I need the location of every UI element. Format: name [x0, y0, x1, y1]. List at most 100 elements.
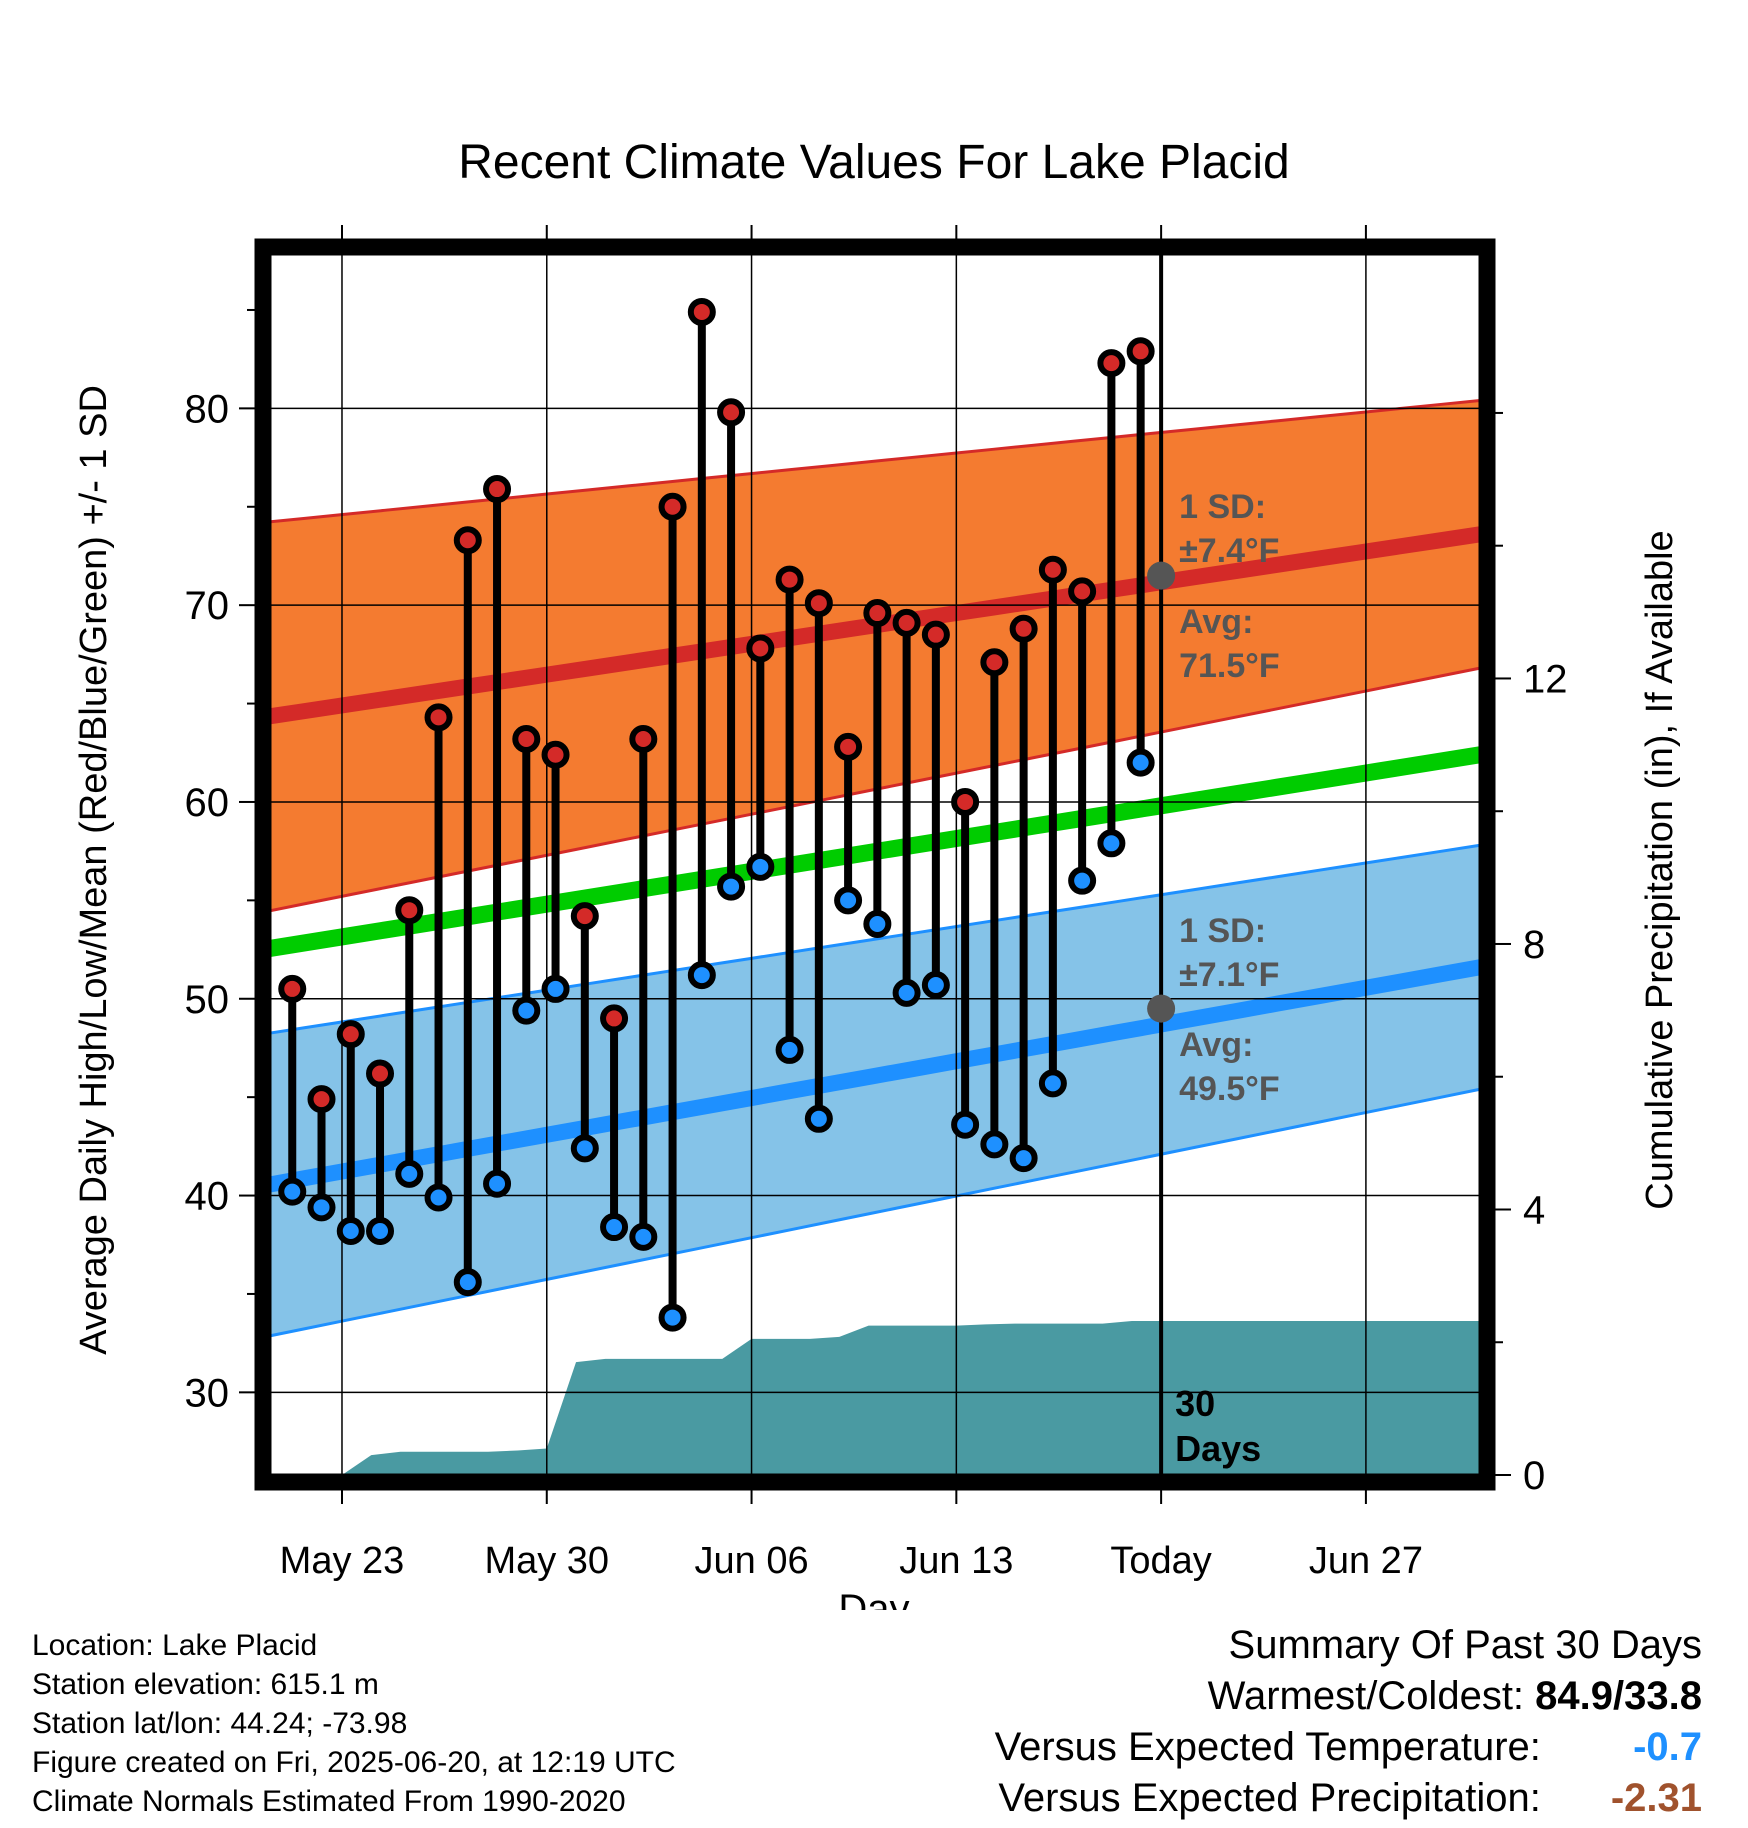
daily-low-marker	[775, 1035, 804, 1064]
normals-text: Climate Normals Estimated From 1990-2020	[32, 1785, 626, 1818]
low-avg-label: Avg:	[1179, 1026, 1253, 1064]
daily-low-marker	[980, 1130, 1009, 1159]
daily-high-marker	[717, 398, 746, 427]
daily-high-marker	[424, 703, 453, 732]
station-info: Location: Lake Placid Station elevation:…	[32, 1626, 676, 1821]
daily-low-marker	[278, 1177, 307, 1206]
daily-high-marker	[307, 1085, 336, 1114]
summary-warmest-label: Warmest/Coldest:	[1207, 1674, 1525, 1718]
daily-high-marker	[1038, 555, 1067, 584]
x-tick-label: Today	[1110, 1540, 1211, 1582]
daily-low-marker	[834, 886, 863, 915]
daily-low-marker	[512, 996, 541, 1025]
low-sd-value: ±7.1°F	[1179, 956, 1279, 994]
climate-chart: Recent Climate Values For Lake Placid 1 …	[73, 136, 1681, 1610]
y-tick-label: 70	[185, 584, 230, 628]
elevation-text: Station elevation: 615.1 m	[32, 1668, 379, 1701]
daily-low-marker	[366, 1216, 395, 1245]
daily-low-marker	[483, 1169, 512, 1198]
daily-high-marker	[278, 974, 307, 1003]
daily-high-marker	[1068, 577, 1097, 606]
low-normal-band	[263, 845, 1480, 1338]
daily-low-marker	[541, 974, 570, 1003]
daily-high-marker	[980, 648, 1009, 677]
y-tick-label: 40	[185, 1175, 230, 1219]
daily-high-marker	[746, 634, 775, 663]
y-tick-label: 30	[185, 1371, 230, 1415]
daily-low-marker	[1126, 748, 1155, 777]
y-tick-label: 80	[185, 387, 230, 431]
precip-area	[312, 1321, 1481, 1475]
location-text: Location: Lake Placid	[32, 1629, 318, 1662]
high-sd-value: ±7.4°F	[1179, 532, 1279, 570]
daily-high-marker	[453, 526, 482, 555]
daily-low-marker	[1097, 829, 1126, 858]
daily-high-marker	[892, 608, 921, 637]
daily-low-marker	[629, 1222, 658, 1251]
daily-low-marker	[395, 1159, 424, 1188]
daily-low-marker	[746, 852, 775, 881]
summary-temp-value: -0.7	[1633, 1725, 1702, 1769]
daily-high-marker	[775, 565, 804, 594]
summary-temp-row: Versus Expected Temperature: -0.7	[995, 1722, 1702, 1773]
daily-high-marker	[1009, 614, 1038, 643]
high-avg-point	[1147, 561, 1176, 590]
x-tick-label: May 30	[484, 1540, 609, 1582]
daily-low-marker	[1068, 866, 1097, 895]
daily-high-marker	[629, 724, 658, 753]
y-tick-label: 60	[185, 781, 230, 825]
low-avg-point	[1147, 994, 1176, 1023]
daily-low-marker	[658, 1303, 687, 1332]
y2-axis-label: Cumulative Precipitation (in), If Availa…	[1639, 530, 1681, 1209]
days-unit-label: Days	[1175, 1428, 1261, 1469]
high-sd-label: 1 SD:	[1179, 488, 1266, 526]
daily-high-marker	[366, 1059, 395, 1088]
daily-high-marker	[541, 740, 570, 769]
x-tick-label: May 23	[280, 1540, 405, 1582]
daily-low-marker	[453, 1268, 482, 1297]
x-axis-label: Day	[838, 1587, 909, 1610]
latlon-text: Station lat/lon: 44.24; -73.98	[32, 1707, 408, 1740]
y2-tick-label: 12	[1523, 657, 1568, 701]
summary-precip-row: Versus Expected Precipitation: -2.31	[995, 1773, 1702, 1824]
daily-high-marker	[834, 732, 863, 761]
daily-low-marker	[307, 1193, 336, 1222]
daily-high-marker	[658, 492, 687, 521]
daily-high-marker	[570, 902, 599, 931]
daily-high-marker	[687, 297, 716, 326]
daily-low-marker	[1009, 1144, 1038, 1173]
daily-low-marker	[921, 970, 950, 999]
high-normal-band-upper	[262, 399, 1481, 525]
daily-high-marker	[395, 896, 424, 925]
daily-high-marker	[512, 724, 541, 753]
daily-high-marker	[951, 787, 980, 816]
daily-high-marker	[921, 620, 950, 649]
created-text: Figure created on Fri, 2025-06-20, at 12…	[32, 1746, 676, 1779]
high-normal-band	[263, 400, 1480, 913]
daily-low-marker	[687, 961, 716, 990]
daily-high-marker	[1097, 349, 1126, 378]
daily-low-marker	[336, 1216, 365, 1245]
daily-low-marker	[600, 1213, 629, 1242]
daily-high-marker	[804, 589, 833, 618]
daily-low-marker	[863, 909, 892, 938]
y2-tick-label: 0	[1523, 1454, 1545, 1498]
days-count-label: 30	[1175, 1383, 1215, 1424]
y2-tick-label: 8	[1523, 923, 1545, 967]
x-tick-label: Jun 27	[1309, 1540, 1423, 1582]
low-avg-value: 49.5°F	[1179, 1070, 1280, 1108]
daily-high-marker	[1126, 337, 1155, 366]
low-sd-label: 1 SD:	[1179, 912, 1266, 950]
high-avg-label: Avg:	[1179, 603, 1253, 641]
y-axis-label: Average Daily High/Low/Mean (Red/Blue/Gr…	[73, 385, 115, 1355]
summary-temp-label: Versus Expected Temperature:	[994, 1725, 1541, 1769]
daily-high-marker	[483, 475, 512, 504]
daily-high-marker	[600, 1004, 629, 1033]
y-tick-label: 50	[185, 978, 230, 1022]
x-tick-label: Jun 06	[695, 1540, 809, 1582]
high-avg-value: 71.5°F	[1179, 647, 1280, 685]
daily-low-marker	[951, 1110, 980, 1139]
x-tick-label: Jun 13	[899, 1540, 1013, 1582]
chart-title: Recent Climate Values For Lake Placid	[458, 136, 1290, 189]
summary-warmest-row: Warmest/Coldest: 84.9/33.8	[995, 1671, 1702, 1722]
